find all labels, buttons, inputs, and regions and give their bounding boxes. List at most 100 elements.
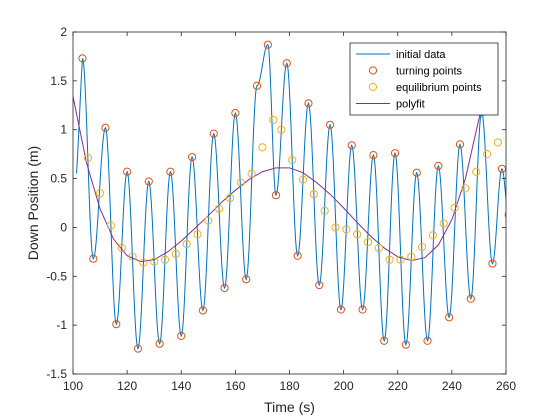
legend-label: polyfit (396, 99, 425, 111)
turning-point (455, 140, 465, 149)
equilibrium-point (139, 258, 148, 267)
equilibrium-point (428, 231, 438, 240)
x-tick-label: 200 (334, 379, 354, 393)
equilibrium-point (83, 153, 92, 163)
turning-point (123, 167, 132, 176)
equilibrium-point (258, 143, 267, 152)
turning-point (466, 294, 475, 303)
legend-entry: turning points (368, 66, 463, 78)
x-tick-label: 120 (117, 379, 137, 393)
turning-point (358, 305, 367, 314)
turning-point (271, 191, 281, 200)
equilibrium-point (247, 169, 256, 178)
series-polyfit (73, 62, 493, 263)
equilibrium-point (160, 255, 170, 264)
turning-point (434, 161, 443, 170)
turning-point (177, 331, 186, 340)
x-tick-label: 160 (225, 379, 245, 393)
turning-point (252, 81, 262, 90)
y-tick-label: -1.5 (46, 367, 67, 381)
equilibrium-point (353, 230, 362, 239)
equilibrium-point (117, 243, 126, 253)
equilibrium-point (482, 150, 492, 159)
legend-label: turning points (396, 66, 463, 78)
equilibrium-point (182, 239, 191, 249)
equilibrium-point (298, 175, 308, 184)
legend-marker-swatch (368, 66, 378, 75)
legend-entry: polyfit (356, 99, 425, 111)
turning-point (89, 254, 98, 263)
turning-point (445, 313, 454, 322)
turning-point (315, 280, 324, 290)
legend-label: equilibrium points (396, 82, 482, 94)
x-axis-label: Time (s) (264, 399, 315, 415)
y-tick-label: 1.5 (50, 74, 67, 88)
equilibrium-point (439, 219, 448, 228)
equilibrium-point (309, 190, 318, 199)
y-tick-label: 0.5 (50, 172, 67, 186)
equilibrium-point (225, 194, 235, 203)
turning-point (325, 120, 335, 129)
equilibrium-point (128, 252, 137, 261)
turning-point (231, 109, 240, 118)
equilibrium-point (150, 257, 159, 266)
equilibrium-point (236, 178, 245, 187)
legend-label: initial data (396, 49, 446, 61)
equilibrium-point (396, 255, 405, 264)
turning-point (401, 340, 410, 349)
turning-point (304, 99, 313, 108)
equilibrium-point (493, 138, 502, 147)
turning-point (488, 259, 497, 268)
equilibrium-point (204, 216, 213, 225)
y-tick-label: -1 (56, 318, 67, 332)
equilibrium-point (193, 230, 202, 239)
turning-point (336, 305, 346, 314)
x-tick-label: 220 (388, 379, 408, 393)
turning-point (347, 141, 356, 150)
turning-point (293, 251, 302, 260)
legend: initial data turning points equilibrium po… (349, 42, 499, 116)
turning-point (155, 339, 164, 348)
turning-point (369, 151, 378, 160)
turning-point (497, 164, 506, 173)
x-tick-label: 100 (63, 379, 83, 393)
x-tick-label: 140 (171, 379, 191, 393)
y-tick-label: -0.5 (46, 269, 67, 283)
equilibrium-point (450, 203, 459, 212)
turning-point (423, 336, 432, 345)
tick-labels: 100 120 140 160 180 200 220 240 260 -1.5 -1 -0.5 0 0.… (46, 25, 516, 393)
turning-point (187, 152, 197, 162)
equilibrium-point (342, 225, 351, 234)
equilibrium-point (288, 155, 297, 165)
equilibrium-point (363, 237, 373, 247)
y-tick-label: 0 (60, 220, 67, 234)
equilibrium-point (269, 115, 278, 125)
equilibrium-point (418, 242, 427, 252)
turning-point (282, 59, 291, 68)
turning-point (242, 275, 251, 284)
equilibrium-point (320, 206, 329, 215)
turning-point (390, 149, 400, 158)
turning-point (220, 283, 229, 293)
equilibrium-point (407, 252, 416, 261)
turning-point (144, 177, 153, 186)
equilibrium-point (95, 189, 105, 198)
turning-point (198, 306, 207, 315)
equilibrium-point (171, 249, 180, 258)
equilibrium-point (374, 243, 383, 253)
series-layer (73, 40, 506, 353)
turning-point (133, 344, 143, 353)
equilibrium-point (385, 255, 394, 264)
y-tick-label: 2 (60, 25, 67, 39)
y-axis-label: Down Position (m) (25, 146, 41, 260)
turning-point (78, 54, 87, 63)
turning-point (166, 167, 175, 176)
turning-point (263, 40, 272, 49)
turning-point (380, 336, 389, 345)
equilibrium-point (106, 221, 115, 230)
equilibrium-point (215, 204, 224, 213)
axes (72, 31, 507, 375)
equilibrium-point (277, 125, 286, 134)
equilibrium-point (331, 223, 340, 232)
